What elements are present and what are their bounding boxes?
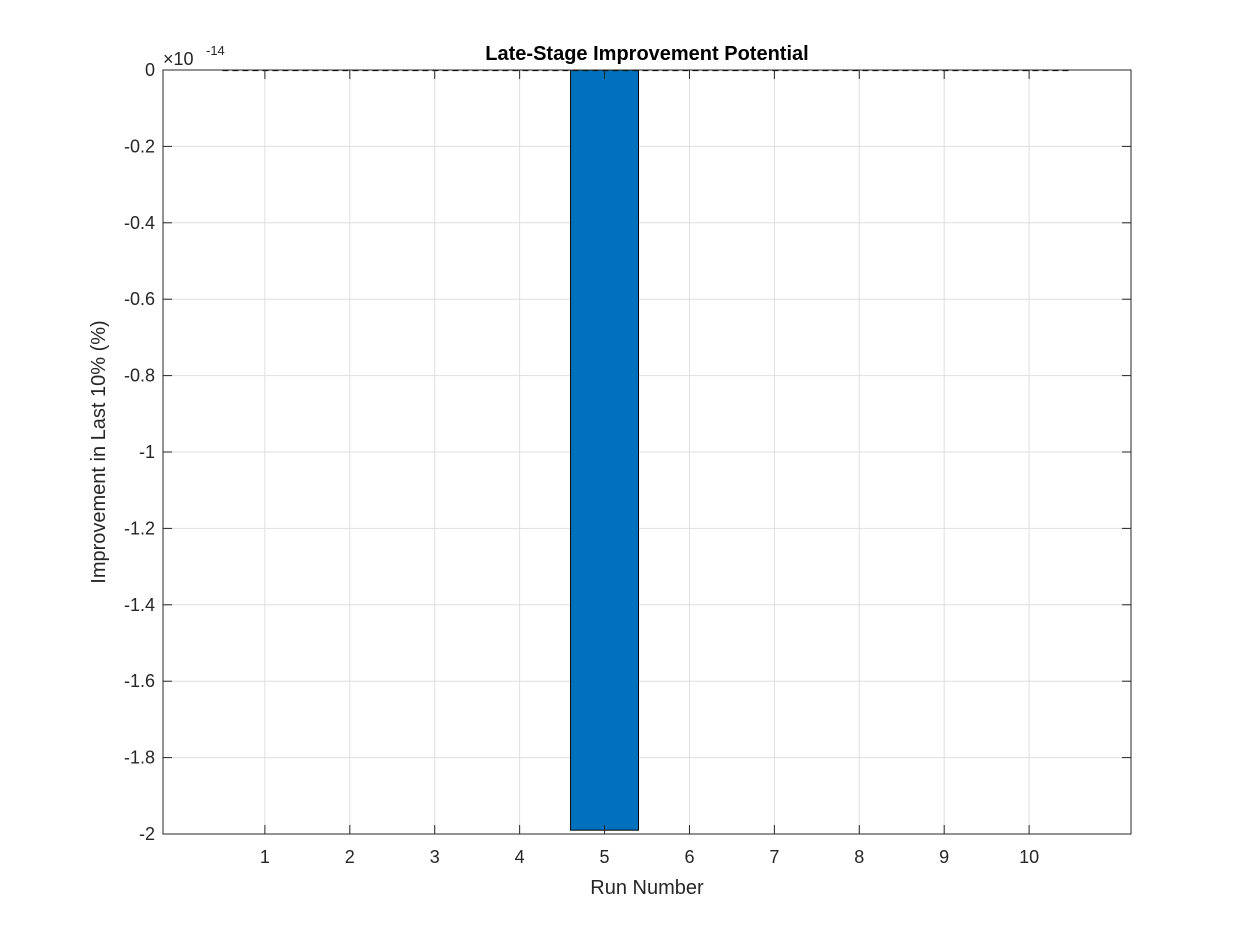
y-tick-label: -1.2 (124, 518, 155, 538)
y-tick-label: -0.4 (124, 213, 155, 233)
x-tick-label: 1 (260, 847, 270, 867)
y-tick-label: -0.6 (124, 289, 155, 309)
x-tick-label: 9 (939, 847, 949, 867)
y-tick-label: 0 (145, 60, 155, 80)
x-tick-labels: 1 2 3 4 5 6 7 8 9 10 (260, 847, 1039, 867)
x-tick-label: 2 (345, 847, 355, 867)
y-exponent-base: ×10 (163, 49, 194, 69)
x-tick-label: 6 (684, 847, 694, 867)
bars (570, 69, 640, 831)
x-tick-label: 4 (515, 847, 525, 867)
x-tick-label: 7 (769, 847, 779, 867)
y-exponent-power: -14 (206, 43, 225, 58)
x-axis-label: Run Number (590, 877, 704, 899)
y-tick-label: -1.4 (124, 595, 155, 615)
x-tick-label: 8 (854, 847, 864, 867)
y-axis-label: Improvement in Last 10% (%) (88, 320, 110, 583)
ticks (163, 69, 1131, 835)
x-tick-label: 3 (430, 847, 440, 867)
y-tick-label: -1 (139, 442, 155, 462)
y-tick-label: -2 (139, 824, 155, 844)
y-exponent: ×10 -14 (163, 43, 225, 69)
x-tick-label: 10 (1019, 847, 1039, 867)
y-tick-label: -1.6 (124, 671, 155, 691)
bar-run-5 (570, 69, 640, 831)
chart-title: Late-Stage Improvement Potential (485, 43, 808, 65)
y-tick-label: -0.2 (124, 136, 155, 156)
y-tick-label: -1.8 (124, 748, 155, 768)
y-tick-label: -0.8 (124, 366, 155, 386)
x-tick-label: 5 (600, 847, 610, 867)
y-tick-labels: 0 -0.2 -0.4 -0.6 -0.8 -1 -1.2 -1.4 -1.6 -1.8 -2 (124, 60, 155, 844)
